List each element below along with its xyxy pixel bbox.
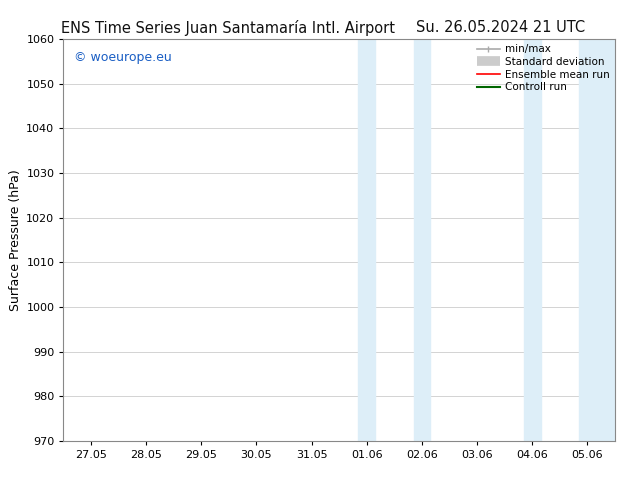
Y-axis label: Surface Pressure (hPa): Surface Pressure (hPa): [9, 169, 22, 311]
Text: © woeurope.eu: © woeurope.eu: [74, 51, 172, 64]
Bar: [413, 39, 430, 441]
Text: ENS Time Series Juan Santamaría Intl. Airport: ENS Time Series Juan Santamaría Intl. Ai…: [61, 20, 395, 36]
Legend: min/max, Standard deviation, Ensemble mean run, Controll run: min/max, Standard deviation, Ensemble me…: [475, 42, 612, 94]
Bar: [524, 39, 541, 441]
Bar: [358, 39, 375, 441]
Text: Su. 26.05.2024 21 UTC: Su. 26.05.2024 21 UTC: [417, 20, 585, 35]
Bar: [579, 39, 615, 441]
